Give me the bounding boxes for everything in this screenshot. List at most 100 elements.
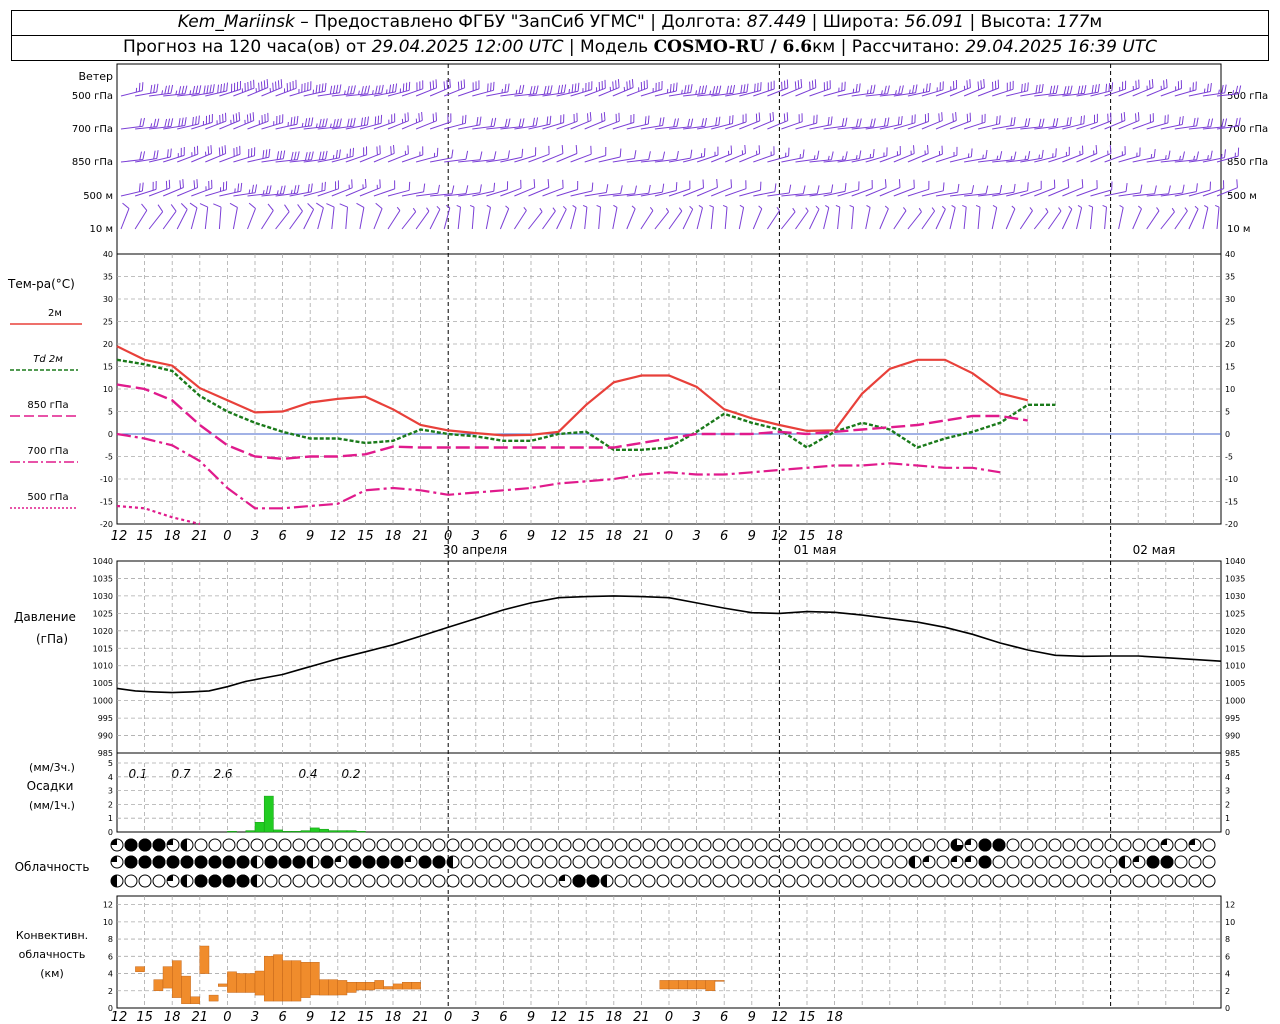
wind-barb-flag — [980, 80, 982, 89]
wind-barb-shaft — [148, 156, 171, 163]
wind-barb-shaft — [471, 207, 475, 230]
wind-barb-shaft — [837, 91, 860, 97]
wind-barb-flag — [389, 84, 392, 94]
wind-barb-shaft — [472, 159, 495, 163]
wind-barb-flag — [507, 83, 510, 92]
wind-barb-shaft — [1090, 153, 1112, 163]
cloud-circle — [1076, 838, 1090, 852]
wind-barb-flag — [1024, 155, 1027, 160]
wind-barb-flag — [941, 112, 943, 121]
cloud-circle — [418, 838, 432, 852]
pressure-tick-label-left: 1035 — [93, 574, 113, 583]
wind-barb-flag — [681, 89, 683, 95]
cloud-circle — [1048, 874, 1062, 888]
cloud-circle — [502, 855, 516, 869]
wind-barb-flag — [408, 181, 411, 191]
temp-tick-label-right: 15 — [1225, 363, 1235, 372]
wind-barb-flag — [372, 90, 374, 95]
wind-barb-flag — [240, 182, 243, 192]
wind-barb-flag — [895, 90, 897, 95]
wind-barb-shaft — [247, 87, 268, 97]
wind-barb-flag — [852, 88, 855, 93]
precip-tick-label-left: 0 — [108, 828, 113, 837]
cloud-circle — [544, 855, 558, 869]
hour-tick-label: 3 — [472, 1010, 480, 1024]
wind-barb-flag — [760, 82, 762, 91]
wind-barb-flag — [858, 150, 862, 159]
wind-barb-flag — [296, 115, 299, 125]
cloud-circle — [880, 838, 894, 852]
wind-barb-flag — [970, 148, 973, 157]
wind-barb-flag — [310, 183, 313, 192]
wind-barb-flag — [634, 150, 637, 159]
wind-barb-flag — [1125, 183, 1128, 192]
wind-barb-shaft — [177, 187, 198, 197]
wind-barb-flag — [249, 113, 252, 122]
cloud-circle — [138, 874, 152, 888]
wind-barb-shaft — [809, 88, 831, 97]
wind-barb-shaft — [893, 153, 915, 163]
wind-barb-flag — [1011, 205, 1016, 210]
hour-tick-label: 15 — [799, 1010, 816, 1024]
wind-barb-shaft — [359, 92, 382, 97]
legend-850-label: 850 гПа — [27, 400, 68, 411]
wind-barb-flag — [1195, 183, 1198, 192]
wind-barb-flag — [437, 184, 440, 194]
wind-barb-shaft — [135, 126, 157, 130]
wind-barb-flag — [701, 85, 705, 95]
wind-barb-flag — [1097, 83, 1100, 93]
wind-barb-flag — [572, 204, 577, 209]
precip-bar — [319, 828, 329, 833]
wind-barb-flag — [560, 84, 564, 94]
wind-barb-shaft — [556, 209, 567, 230]
wind-barb-flag — [620, 185, 623, 194]
wind-barb-flag — [794, 81, 797, 90]
wind-barb-flag — [336, 118, 339, 128]
temp-tick-label-right: 30 — [1225, 295, 1235, 304]
hour-tick-label: 0 — [444, 1010, 452, 1024]
cloud-circle-fill — [586, 874, 600, 888]
wind-barb-flag — [167, 118, 171, 128]
wind-barb-flag — [184, 117, 187, 126]
wind-barb-flag — [815, 205, 820, 210]
wind-barb-flag — [662, 183, 665, 193]
wind-barb-flag — [562, 205, 567, 210]
wind-barb-flag — [903, 207, 907, 212]
wind-barb-shaft — [963, 87, 985, 97]
wind-barb-shaft — [1005, 208, 1016, 230]
provider-text: – Предоставлено ФГБУ "ЗапСиб УГМС" — [300, 12, 645, 32]
wind-barb-flag — [841, 155, 844, 161]
wind-barb-shaft — [626, 159, 649, 163]
wind-barb-shaft — [598, 120, 620, 130]
wind-barb-shaft — [640, 125, 663, 130]
wind-barb-flag — [1165, 155, 1167, 160]
cloud-circle — [1160, 874, 1174, 888]
wind-barb-flag — [1105, 83, 1108, 93]
wind-barb-shaft — [317, 207, 324, 230]
wind-barb-flag — [1120, 113, 1123, 122]
pressure-tick-label-left: 1020 — [93, 627, 113, 636]
wind-barb-flag — [729, 85, 733, 94]
wind-barb-shaft — [1006, 90, 1028, 97]
conv-tick-label-right: 12 — [1225, 901, 1235, 910]
wind-barb-flag — [407, 112, 409, 121]
wind-barb-flag — [684, 85, 687, 94]
td-line — [116, 358, 1056, 451]
pressure-tick-label-right: 1010 — [1225, 662, 1245, 671]
wind-barb-flag — [549, 115, 552, 125]
cloud-circle — [1104, 874, 1118, 888]
wind-barb-flag — [1204, 204, 1209, 209]
wind-barb-flag — [1013, 116, 1016, 126]
cloud-circle — [488, 855, 502, 869]
wind-barb-shaft — [767, 192, 790, 197]
cloud-circle — [614, 874, 628, 888]
wind-barb-flag — [189, 90, 192, 95]
wind-barb-flag — [996, 155, 999, 160]
cloud-circle-fill — [909, 856, 915, 868]
wind-barb-flag — [698, 85, 701, 95]
wind-barb-shaft — [345, 154, 367, 163]
precip-tick-label-right: 4 — [1225, 773, 1230, 782]
wind-barb-flag — [957, 183, 960, 193]
hour-tick-label: 12 — [550, 1010, 567, 1024]
cloud-circle — [250, 838, 264, 852]
